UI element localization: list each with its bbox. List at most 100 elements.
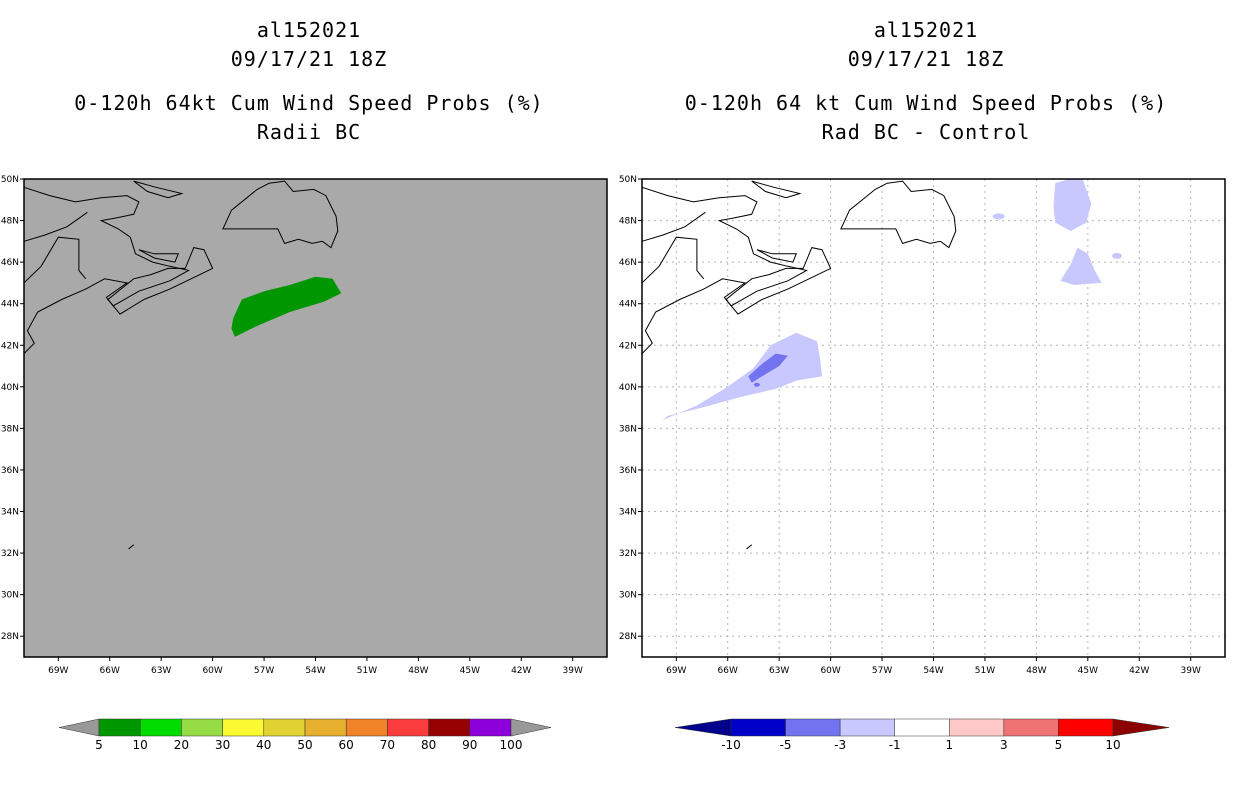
right-contour-dot bbox=[753, 382, 760, 387]
left-coastline-nova-scotia bbox=[107, 247, 214, 315]
right-x-tick-label: 54W bbox=[923, 666, 943, 676]
right-colorbar-under-arrow bbox=[674, 718, 732, 737]
left-colorbar-label: 60 bbox=[339, 738, 354, 752]
left-x-tick-label: 57W bbox=[254, 666, 274, 676]
left-colorbar-swatch bbox=[98, 718, 141, 737]
right-contour-speck bbox=[992, 213, 1005, 220]
right-contour-region bbox=[1053, 179, 1092, 231]
right-x-tick-label: 63W bbox=[769, 666, 789, 676]
left-colorbar-swatch bbox=[387, 718, 429, 737]
right-title-line-1: al152021 bbox=[873, 18, 979, 42]
left-title: al152021 09/17/21 18Z 0-120h 64kt Cum Wi… bbox=[9, 16, 609, 147]
left-border-line bbox=[23, 236, 87, 284]
left-colorbar-under-arrow bbox=[58, 718, 100, 737]
left-bermuda-mark bbox=[128, 544, 135, 550]
left-title-line-1: al152021 bbox=[256, 18, 362, 42]
right-y-tick-label: 36N bbox=[619, 466, 637, 476]
left-y-tick-label: 40N bbox=[1, 383, 19, 393]
left-y-tick-label: 38N bbox=[1, 424, 19, 434]
right-y-tick-label: 30N bbox=[619, 591, 637, 601]
left-x-tick-label: 51W bbox=[357, 666, 377, 676]
right-x-tick-label: 69W bbox=[666, 666, 686, 676]
left-colorbar-swatch bbox=[345, 718, 388, 737]
right-colorbar-label: -3 bbox=[834, 738, 846, 752]
right-x-tick-label: 45W bbox=[1078, 666, 1098, 676]
left-x-tick-label: 48W bbox=[408, 666, 428, 676]
right-colorbar-label: 1 bbox=[945, 738, 953, 752]
right-coastline-newfoundland bbox=[840, 180, 957, 249]
right-colorbar-label: 5 bbox=[1055, 738, 1063, 752]
left-colorbar-swatch bbox=[139, 718, 182, 737]
left-x-tick-label: 45W bbox=[460, 666, 480, 676]
left-contour-region bbox=[231, 276, 342, 337]
left-colorbar-swatch bbox=[263, 718, 306, 737]
right-contour-region bbox=[1060, 247, 1102, 285]
right-colorbar-label: -10 bbox=[721, 738, 741, 752]
left-y-tick-label: 36N bbox=[1, 466, 19, 476]
left-coastline-mainland bbox=[23, 186, 191, 354]
left-colorbar-label: 50 bbox=[297, 738, 312, 752]
left-colorbar-swatch bbox=[181, 718, 223, 737]
right-bermuda-mark bbox=[746, 544, 753, 550]
left-y-tick-label: 30N bbox=[1, 591, 19, 601]
right-plot-area bbox=[642, 179, 1225, 657]
right-y-tick-label: 50N bbox=[619, 175, 637, 185]
left-plot-area bbox=[24, 179, 607, 657]
right-y-tick-label: 28N bbox=[619, 632, 637, 642]
right-colorbar-swatch bbox=[1058, 718, 1114, 737]
left-x-tick-label: 42W bbox=[511, 666, 531, 676]
left-colorbar-swatch bbox=[222, 718, 265, 737]
right-title-line-2: 09/17/21 18Z bbox=[847, 47, 1005, 71]
right-contour-region bbox=[748, 353, 788, 383]
left-colorbar-label: 20 bbox=[174, 738, 189, 752]
right-x-tick-label: 66W bbox=[718, 666, 738, 676]
right-x-tick-label: 51W bbox=[975, 666, 995, 676]
left-y-tick-label: 28N bbox=[1, 632, 19, 642]
left-x-tick-label: 63W bbox=[151, 666, 171, 676]
right-y-tick-label: 40N bbox=[619, 383, 637, 393]
left-colorbar-label: 30 bbox=[215, 738, 230, 752]
left-y-tick-label: 48N bbox=[1, 217, 19, 227]
left-x-tick-label: 60W bbox=[202, 666, 222, 676]
left-colorbar-swatch bbox=[304, 718, 347, 737]
right-colorbar-swatch bbox=[1003, 718, 1059, 737]
right-colorbar-swatch bbox=[839, 718, 895, 737]
left-colorbar-label: 40 bbox=[256, 738, 271, 752]
right-colorbar-label: -5 bbox=[780, 738, 792, 752]
left-x-tick-label: 66W bbox=[100, 666, 120, 676]
right-border-line bbox=[641, 236, 705, 284]
right-title-line-4: Rad BC - Control bbox=[821, 120, 1031, 144]
right-x-tick-label: 42W bbox=[1129, 666, 1149, 676]
left-x-tick-label: 39W bbox=[563, 666, 583, 676]
right-colorbar-swatch bbox=[894, 718, 950, 737]
left-colorbar-label: 10 bbox=[133, 738, 148, 752]
left-coastline-pei bbox=[138, 249, 180, 263]
left-colorbar-swatch bbox=[428, 718, 471, 737]
right-x-tick-label: 48W bbox=[1026, 666, 1046, 676]
right-river-line bbox=[641, 211, 706, 242]
right-y-tick-label: 42N bbox=[619, 341, 637, 351]
right-y-tick-label: 44N bbox=[619, 300, 637, 310]
right-y-tick-label: 32N bbox=[619, 549, 637, 559]
left-y-tick-label: 32N bbox=[1, 549, 19, 559]
left-coastline-newfoundland bbox=[222, 180, 339, 249]
right-colorbar-swatch bbox=[785, 718, 841, 737]
left-colorbar-swatch bbox=[469, 718, 512, 737]
left-river-line bbox=[23, 211, 88, 242]
right-y-tick-label: 48N bbox=[619, 217, 637, 227]
left-colorbar-label: 5 bbox=[95, 738, 103, 752]
left-y-tick-label: 50N bbox=[1, 175, 19, 185]
left-title-line-3: 0-120h 64kt Cum Wind Speed Probs (%) bbox=[74, 91, 544, 115]
left-title-line-2: 09/17/21 18Z bbox=[230, 47, 388, 71]
right-colorbar-swatch bbox=[949, 718, 1005, 737]
right-colorbar-label: -1 bbox=[889, 738, 901, 752]
left-x-tick-label: 69W bbox=[48, 666, 68, 676]
left-colorbar-label: 80 bbox=[421, 738, 436, 752]
right-y-tick-label: 38N bbox=[619, 424, 637, 434]
left-coastline-anticosti bbox=[133, 180, 184, 199]
right-colorbar-over-arrow bbox=[1112, 718, 1170, 737]
left-title-line-4: Radii BC bbox=[256, 120, 362, 144]
left-colorbar-over-arrow bbox=[510, 718, 552, 737]
right-title: al152021 09/17/21 18Z 0-120h 64 kt Cum W… bbox=[626, 16, 1226, 147]
